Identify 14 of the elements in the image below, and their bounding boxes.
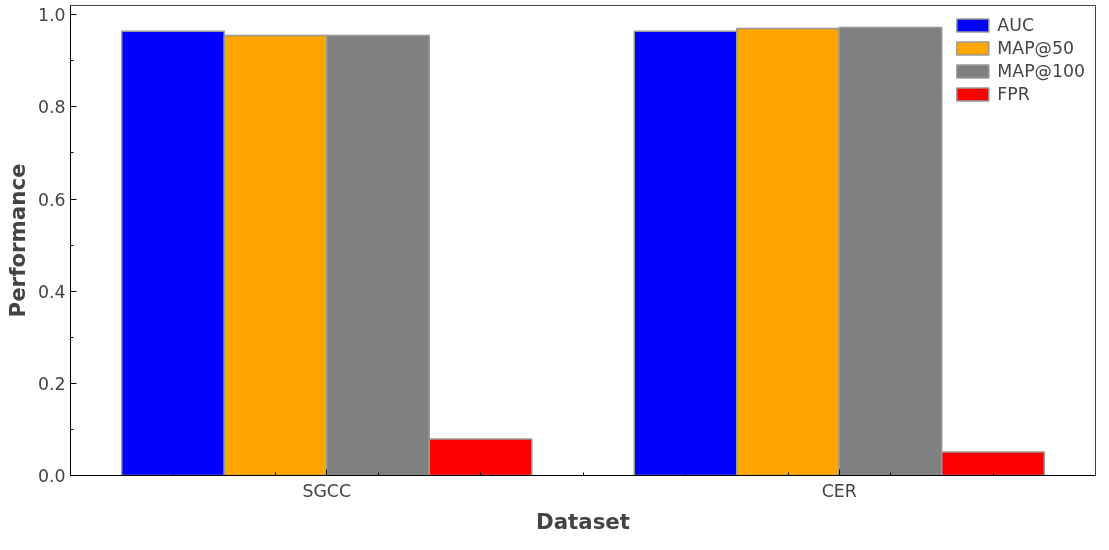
legend-label: MAP@100 [997, 61, 1085, 81]
y-tick-label: 0.0 [37, 466, 66, 486]
legend-label: AUC [997, 15, 1034, 35]
y-tick-label: 0.2 [37, 373, 66, 394]
x-axis-title: Dataset [535, 508, 631, 534]
y-tick-label: 1.0 [37, 5, 66, 26]
y-tick-label: 0.4 [37, 281, 66, 302]
legend-label: FPR [997, 84, 1030, 104]
x-tick-label: CER [821, 480, 857, 501]
legend-label: MAP@50 [997, 38, 1074, 58]
y-tick-label: 0.8 [37, 97, 66, 118]
y-tick-label: 0.6 [37, 189, 66, 210]
x-tick-label: SGCC [302, 480, 352, 501]
y-axis-title: Performance [4, 163, 30, 318]
